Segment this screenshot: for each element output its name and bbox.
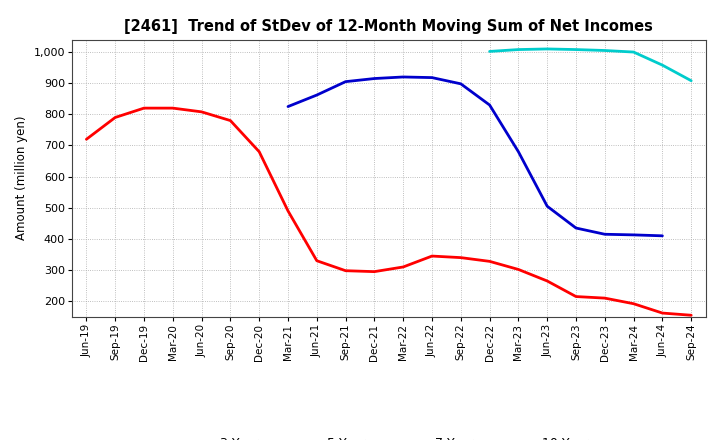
7 Years xyxy=(514,47,523,52)
3 Years xyxy=(140,106,148,111)
3 Years xyxy=(312,258,321,264)
Title: [2461]  Trend of StDev of 12-Month Moving Sum of Net Incomes: [2461] Trend of StDev of 12-Month Moving… xyxy=(125,19,653,34)
3 Years xyxy=(572,294,580,299)
Line: 7 Years: 7 Years xyxy=(490,49,691,81)
3 Years xyxy=(514,267,523,272)
3 Years xyxy=(284,208,292,213)
5 Years xyxy=(284,104,292,109)
Legend: 3 Years, 5 Years, 7 Years, 10 Years: 3 Years, 5 Years, 7 Years, 10 Years xyxy=(177,432,600,440)
5 Years xyxy=(485,103,494,108)
5 Years xyxy=(658,233,667,238)
5 Years xyxy=(456,81,465,87)
7 Years xyxy=(572,47,580,52)
Line: 3 Years: 3 Years xyxy=(86,108,691,315)
3 Years xyxy=(600,296,609,301)
3 Years xyxy=(168,106,177,111)
7 Years xyxy=(629,49,638,55)
5 Years xyxy=(312,92,321,98)
5 Years xyxy=(341,79,350,84)
Line: 5 Years: 5 Years xyxy=(288,77,662,236)
5 Years xyxy=(600,231,609,237)
7 Years xyxy=(600,48,609,53)
7 Years xyxy=(658,62,667,68)
3 Years xyxy=(485,259,494,264)
3 Years xyxy=(658,311,667,316)
3 Years xyxy=(341,268,350,273)
3 Years xyxy=(428,253,436,259)
5 Years xyxy=(514,149,523,154)
7 Years xyxy=(485,49,494,54)
3 Years xyxy=(687,312,696,318)
3 Years xyxy=(543,279,552,284)
3 Years xyxy=(197,109,206,114)
3 Years xyxy=(629,301,638,306)
3 Years xyxy=(456,255,465,260)
5 Years xyxy=(572,225,580,231)
5 Years xyxy=(428,75,436,80)
3 Years xyxy=(82,137,91,142)
5 Years xyxy=(543,204,552,209)
5 Years xyxy=(629,232,638,238)
5 Years xyxy=(399,74,408,80)
3 Years xyxy=(111,115,120,120)
7 Years xyxy=(687,78,696,83)
Y-axis label: Amount (million yen): Amount (million yen) xyxy=(15,116,28,240)
3 Years xyxy=(226,118,235,123)
3 Years xyxy=(399,264,408,270)
3 Years xyxy=(255,149,264,154)
7 Years xyxy=(543,46,552,51)
3 Years xyxy=(370,269,379,274)
5 Years xyxy=(370,76,379,81)
